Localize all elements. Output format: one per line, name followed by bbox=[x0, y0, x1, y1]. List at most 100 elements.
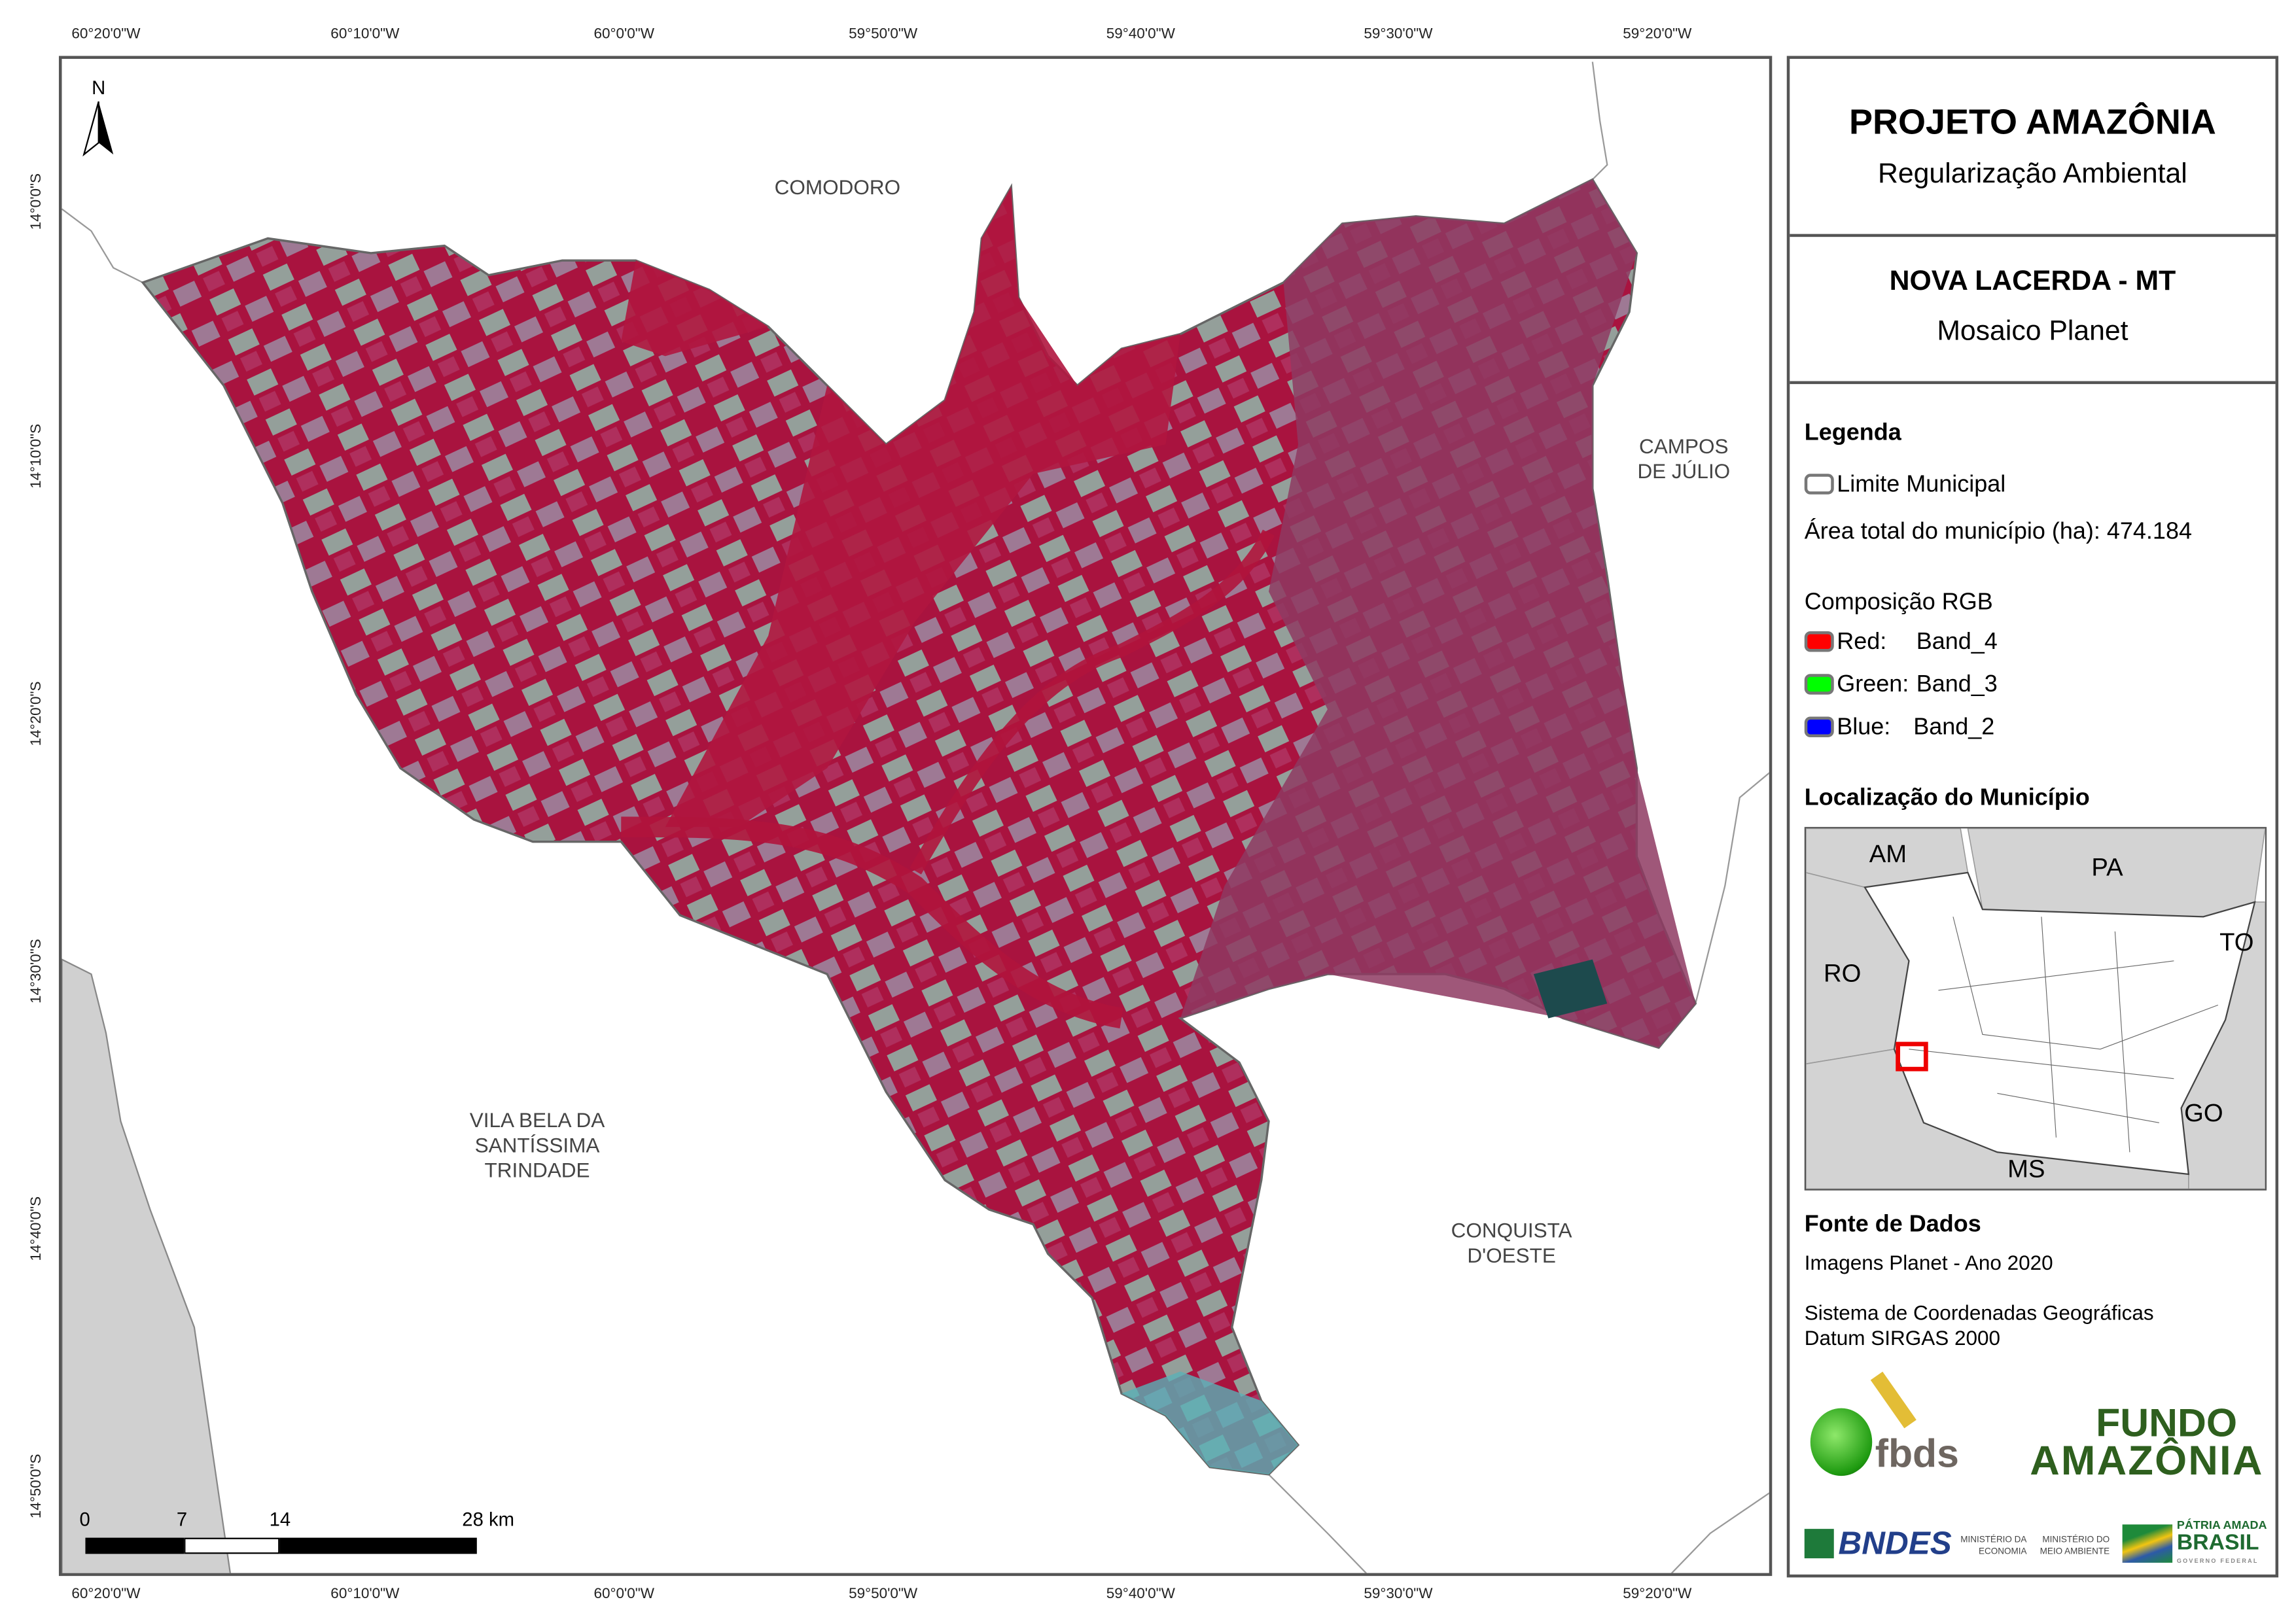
state-ro: RO bbox=[1824, 959, 1862, 988]
logo-line: ECONOMIA bbox=[1978, 1548, 2027, 1557]
logo-line: FUNDO bbox=[2096, 1401, 2238, 1445]
lon-tick-top: 59°40'0"W bbox=[1106, 26, 1175, 43]
blue-swatch bbox=[1804, 716, 1834, 737]
logo-line: MINISTÉRIO DA bbox=[1960, 1536, 2027, 1545]
satellite-map bbox=[62, 61, 1769, 1573]
sources-title: Fonte de Dados bbox=[1804, 1212, 1981, 1238]
logo-line: MEIO AMBIENTE bbox=[2040, 1548, 2110, 1557]
forest-zone bbox=[621, 260, 769, 357]
municipal-boundary-line bbox=[1268, 1474, 1368, 1573]
fbds-circle bbox=[1810, 1408, 1873, 1476]
label-line: CAMPOS bbox=[1639, 434, 1729, 458]
forest-zone bbox=[665, 186, 1181, 828]
area-total: Área total do município (ha): 474.184 bbox=[1804, 519, 2192, 545]
logo-line: MINISTÉRIO DO bbox=[2042, 1536, 2110, 1545]
scale-segment bbox=[279, 1537, 477, 1554]
project-subtitle: Regularização Ambiental bbox=[1878, 158, 2187, 190]
logo-line: GOVERNO FEDERAL bbox=[2176, 1556, 2259, 1565]
municipality-title: NOVA LACERDA - MT bbox=[1889, 266, 2176, 298]
ministerio-meio-ambiente: MINISTÉRIO DO MEIO AMBIENTE bbox=[2040, 1535, 2110, 1558]
legend-item-red: Red: Band_4 bbox=[1804, 629, 1998, 656]
label-line: D'OESTE bbox=[1467, 1243, 1556, 1267]
rgb-title: Composição RGB bbox=[1804, 590, 1993, 616]
north-arrow-icon bbox=[82, 101, 114, 157]
bndes-icon bbox=[1804, 1529, 1834, 1559]
locator-map-graphic bbox=[1806, 828, 2265, 1189]
red-swatch bbox=[1804, 631, 1834, 652]
label-campos-de-julio: CAMPOS DE JÚLIO bbox=[1637, 434, 1730, 484]
fbds-logo: fbds bbox=[1807, 1371, 1969, 1486]
lat-tick: 14°20'0"S bbox=[28, 681, 45, 746]
scale-segment bbox=[85, 1537, 185, 1554]
state-go: GO bbox=[2184, 1099, 2223, 1128]
location-title: Localização do Município bbox=[1804, 786, 2090, 811]
info-panel: PROJETO AMAZÔNIA Regularização Ambiental… bbox=[1786, 56, 2279, 1578]
lon-tick-bottom: 59°40'0"W bbox=[1106, 1586, 1175, 1603]
locator-map: AM PA RO TO GO MS bbox=[1804, 827, 2267, 1191]
cerrado-zone bbox=[1122, 1371, 1298, 1475]
municipal-boundary-line bbox=[1591, 61, 1608, 181]
divider bbox=[1790, 381, 2276, 385]
logo-line: BRASIL bbox=[2176, 1530, 2259, 1556]
forest-zone bbox=[1180, 179, 1696, 1048]
logo-line: PÁTRIA AMADA bbox=[2176, 1518, 2267, 1532]
legend-item-limit: Limite Municipal bbox=[1804, 472, 2006, 498]
scale-label: 28 km bbox=[462, 1508, 514, 1531]
river bbox=[621, 816, 1123, 1029]
band-label: Red: bbox=[1837, 629, 1887, 655]
water-body bbox=[1533, 959, 1608, 1019]
label-line: DE JÚLIO bbox=[1637, 459, 1731, 483]
band-value: Band_4 bbox=[1916, 629, 1998, 655]
lat-tick: 14°50'0"S bbox=[28, 1454, 45, 1519]
band-value: Band_2 bbox=[1913, 715, 1995, 741]
north-arrow: N bbox=[81, 77, 116, 159]
band-label: Green: bbox=[1837, 672, 1909, 698]
label-line: SANTÍSSIMA bbox=[474, 1133, 600, 1157]
fbds-text: fbds bbox=[1875, 1431, 1959, 1476]
river bbox=[910, 529, 1275, 875]
lon-tick-top: 60°20'0"W bbox=[71, 26, 141, 43]
state-to: TO bbox=[2219, 928, 2254, 957]
lon-tick-top: 59°30'0"W bbox=[1364, 26, 1433, 43]
label-comodoro: COMODORO bbox=[774, 175, 901, 199]
brasil-flag-icon bbox=[2122, 1524, 2173, 1563]
label-vila-bela: VILA BELA DA SANTÍSSIMA TRINDADE bbox=[470, 1108, 605, 1183]
source-imagery: Imagens Planet - Ano 2020 bbox=[1804, 1250, 2053, 1274]
bolivia-area bbox=[62, 958, 231, 1573]
legend-item-green: Green: Band_3 bbox=[1804, 672, 1998, 699]
lon-tick-bottom: 59°50'0"W bbox=[849, 1586, 918, 1603]
limit-swatch bbox=[1804, 474, 1834, 495]
divider bbox=[1790, 234, 2276, 237]
source-datum: Datum SIRGAS 2000 bbox=[1804, 1325, 2001, 1350]
logo-line: AMAZÔNIA bbox=[2030, 1437, 2264, 1484]
lon-tick-top: 59°50'0"W bbox=[849, 26, 918, 43]
scale-segment bbox=[184, 1537, 280, 1554]
lon-tick-bottom: 60°10'0"W bbox=[330, 1586, 400, 1603]
state-pa: PA bbox=[2091, 853, 2123, 882]
lon-tick-bottom: 60°0'0"W bbox=[593, 1586, 655, 1603]
location-highlight-box bbox=[1896, 1041, 1928, 1072]
lon-tick-bottom: 59°30'0"W bbox=[1364, 1586, 1433, 1603]
municipal-boundary-line bbox=[62, 208, 143, 283]
scale-label: 14 bbox=[269, 1508, 291, 1531]
north-label: N bbox=[92, 76, 106, 99]
lon-tick-top: 60°10'0"W bbox=[330, 26, 400, 43]
bndes-logo: BNDES bbox=[1804, 1524, 1952, 1562]
mosaic-label: Mosaico Planet bbox=[1937, 316, 2128, 347]
lon-tick-bottom: 59°20'0"W bbox=[1623, 1586, 1692, 1603]
legend-label: Limite Municipal bbox=[1837, 472, 2006, 498]
state-am: AM bbox=[1869, 840, 1907, 869]
governo-federal-logo: PÁTRIA AMADA BRASIL GOVERNO FEDERAL bbox=[2122, 1518, 2267, 1568]
lon-tick-top: 60°0'0"W bbox=[593, 26, 655, 43]
band-value: Band_3 bbox=[1916, 672, 1998, 698]
source-crs: Sistema de Coordenadas Geográficas bbox=[1804, 1300, 2154, 1325]
bndes-text: BNDES bbox=[1838, 1524, 1952, 1562]
map-frame[interactable]: COMODORO CAMPOS DE JÚLIO VILA BELA DA SANT… bbox=[58, 56, 1773, 1577]
municipal-boundary-line bbox=[1670, 1492, 1769, 1573]
fundo-amazonia-logo: FUNDO AMAZÔNIA bbox=[1984, 1401, 2264, 1484]
lon-tick-top: 59°20'0"W bbox=[1623, 26, 1692, 43]
scale-bar: 0 7 14 28 km bbox=[79, 1509, 550, 1567]
project-title: PROJETO AMAZÔNIA bbox=[1848, 103, 2216, 143]
label-conquista-doeste: CONQUISTA D'OESTE bbox=[1451, 1219, 1572, 1268]
label-line: CONQUISTA bbox=[1451, 1218, 1572, 1242]
